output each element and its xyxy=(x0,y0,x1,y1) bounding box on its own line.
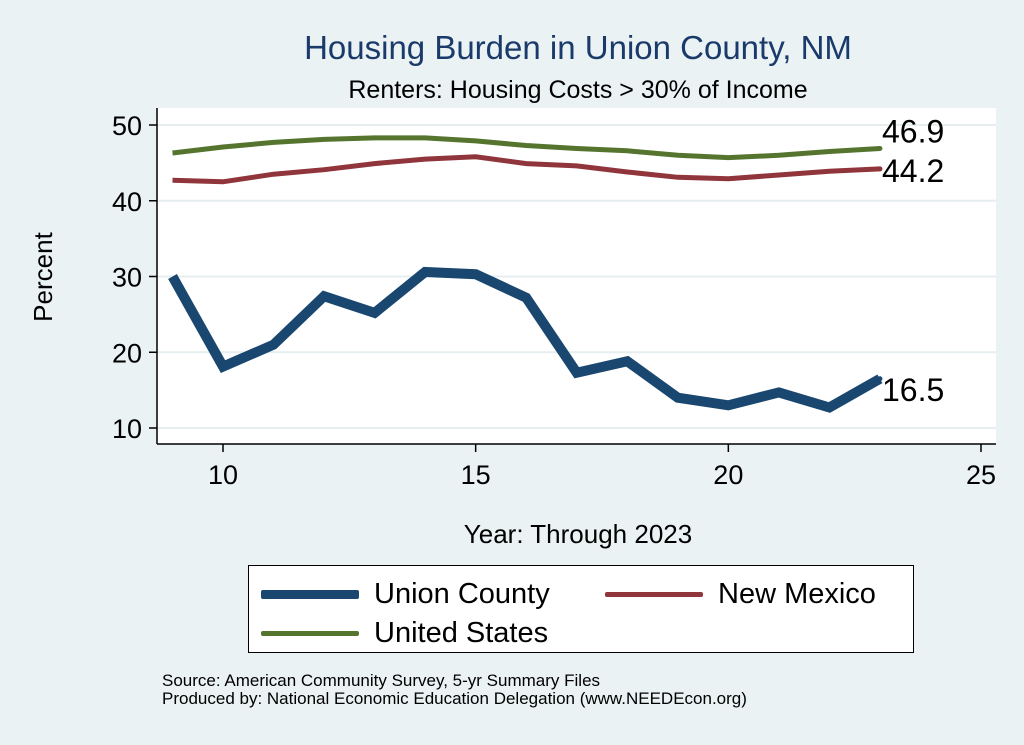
series-line-new-mexico xyxy=(172,154,881,185)
legend-swatch-united-states xyxy=(261,631,359,636)
y-tick-label-50: 50 xyxy=(112,111,142,141)
x-axis-label: Year: Through 2023 xyxy=(464,519,692,549)
end-label-new-mexico: 44.2 xyxy=(882,153,944,189)
series-end-point-union-county xyxy=(877,376,883,382)
series-line-united-states xyxy=(172,135,881,161)
legend-label-union-county: Union County xyxy=(374,578,550,610)
x-tick-label-10: 10 xyxy=(208,460,238,490)
chart-subtitle: Renters: Housing Costs > 30% of Income xyxy=(348,76,807,104)
legend-label-united-states: United States xyxy=(374,617,549,649)
y-tick-label-20: 20 xyxy=(112,338,142,368)
legend-swatch-union-county xyxy=(261,590,359,599)
end-labels: 16.5 44.2 46.9 xyxy=(882,113,944,407)
end-label-united-states: 46.9 xyxy=(882,113,944,149)
series-lines xyxy=(168,135,883,413)
axes: 10 20 30 40 50 10 15 20 25 xyxy=(112,108,996,490)
source-line: Source: American Community Survey, 5-yr … xyxy=(162,671,601,690)
producer-line: Produced by: National Economic Education… xyxy=(162,689,747,708)
legend-label-new-mexico: New Mexico xyxy=(718,578,876,610)
legend-item-united-states: United States xyxy=(261,617,548,650)
end-label-union-county: 16.5 xyxy=(882,372,944,408)
legend-item-new-mexico: New Mexico xyxy=(605,578,876,611)
y-axis-label: Percent xyxy=(28,231,58,321)
legend: Union County New Mexico United States xyxy=(248,565,914,653)
x-tick-label-15: 15 xyxy=(461,460,491,490)
gridlines xyxy=(157,124,996,429)
y-tick-label-10: 10 xyxy=(112,414,142,444)
series-line-union-county xyxy=(168,266,883,413)
legend-item-union-county: Union County xyxy=(261,578,550,611)
x-tick-label-20: 20 xyxy=(713,460,743,490)
y-tick-label-30: 30 xyxy=(112,263,142,293)
series-end-point-united-states xyxy=(877,145,883,151)
chart-title: Housing Burden in Union County, NM xyxy=(304,29,852,66)
legend-swatch-new-mexico xyxy=(605,592,703,597)
y-tick-label-40: 40 xyxy=(112,187,142,217)
x-tick-label-25: 25 xyxy=(966,460,996,490)
series-end-point-new-mexico xyxy=(877,166,883,172)
source-note: Source: American Community Survey, 5-yr … xyxy=(162,672,747,708)
